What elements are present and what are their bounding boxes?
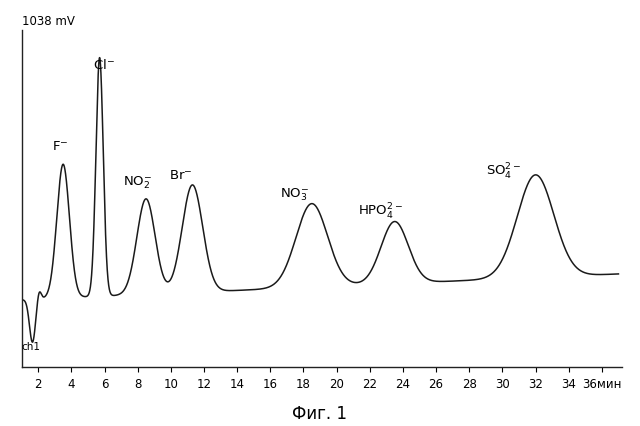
Text: SO$_4^{2-}$: SO$_4^{2-}$ <box>486 161 521 181</box>
Text: NO$_2^{-}$: NO$_2^{-}$ <box>123 174 152 191</box>
Text: Cl$^{-}$: Cl$^{-}$ <box>93 58 115 72</box>
Text: NO$_3^{-}$: NO$_3^{-}$ <box>280 186 310 203</box>
Text: ch1: ch1 <box>21 341 40 351</box>
Text: Фиг. 1: Фиг. 1 <box>292 404 348 422</box>
Text: 1038 mV: 1038 mV <box>22 15 75 28</box>
Text: HPO$_4^{2-}$: HPO$_4^{2-}$ <box>358 202 403 222</box>
Text: Br$^{-}$: Br$^{-}$ <box>169 168 193 181</box>
Text: F$^{-}$: F$^{-}$ <box>51 140 68 153</box>
